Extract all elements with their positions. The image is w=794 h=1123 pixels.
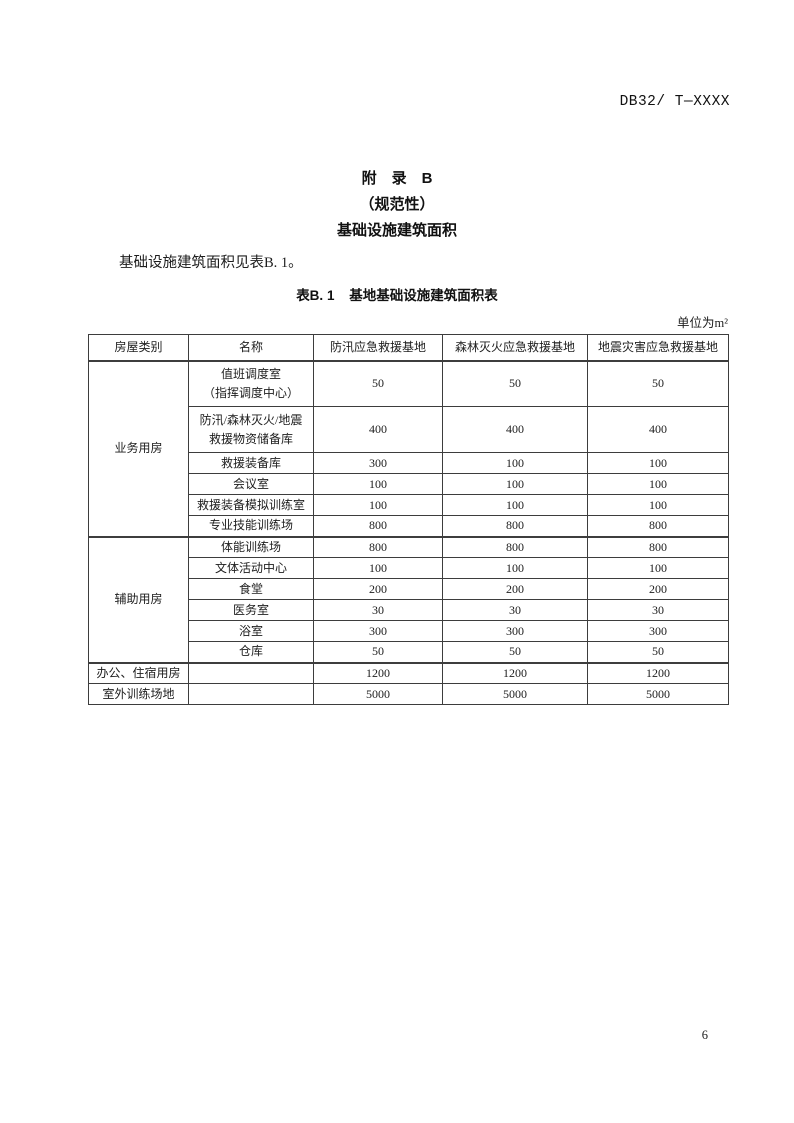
column-header: 名称 xyxy=(188,334,314,361)
name-cell: 救援装备库 xyxy=(188,452,314,474)
category-cell: 辅助用房 xyxy=(88,535,189,663)
category-cell: 办公、住宿用房 xyxy=(88,661,189,684)
name-cell: 浴室 xyxy=(188,620,314,642)
name-cell: 防汛/森林灭火/地震 救援物资储备库 xyxy=(188,406,314,453)
value-cell: 800 xyxy=(442,535,588,558)
name-cell: 仓库 xyxy=(188,641,314,663)
name-cell xyxy=(188,661,314,684)
value-cell: 50 xyxy=(587,359,729,407)
value-cell: 50 xyxy=(313,641,443,663)
table-row: 辅助用房 体能训练场 800 800 800 xyxy=(88,535,729,663)
table-row: 室外训练场地 5000 5000 5000 xyxy=(88,683,729,705)
table-row: 浴室 300 300 300 xyxy=(89,620,729,642)
value-cell: 100 xyxy=(442,557,588,579)
value-cell: 200 xyxy=(442,578,588,600)
appendix-heading: 附 录 B xyxy=(361,170,433,187)
unit-label: 单位为m² xyxy=(677,316,728,330)
value-cell: 100 xyxy=(587,473,729,495)
name-cell: 专业技能训练场 xyxy=(188,515,314,537)
value-cell: 100 xyxy=(442,452,588,474)
value-cell: 100 xyxy=(587,557,729,579)
table-caption-title: 基地基础设施建筑面积表 xyxy=(349,288,498,303)
value-cell: 100 xyxy=(442,473,588,495)
table-row: 文体活动中心 100 100 100 xyxy=(89,557,729,579)
value-cell: 800 xyxy=(442,515,588,537)
value-cell: 5000 xyxy=(587,683,729,705)
name-cell: 体能训练场 xyxy=(188,535,314,558)
name-cell: 文体活动中心 xyxy=(188,557,314,579)
standard-code-header: DB32/ T—XXXX xyxy=(619,94,730,110)
value-cell: 100 xyxy=(313,494,443,516)
name-cell: 会议室 xyxy=(188,473,314,495)
value-cell: 300 xyxy=(442,620,588,642)
value-cell: 50 xyxy=(313,359,443,407)
value-cell: 800 xyxy=(587,535,729,558)
name-cell: 医务室 xyxy=(188,599,314,621)
table-head-row: 房屋类别 名称 防汛应急救援基地 森林灭火应急救援基地 地震灾害应急救援基地 xyxy=(88,334,729,361)
value-cell: 200 xyxy=(313,578,443,600)
value-cell: 50 xyxy=(442,641,588,663)
building-area-table: 房屋类别 名称 防汛应急救援基地 森林灭火应急救援基地 地震灾害应急救援基地 业务用房值… xyxy=(88,334,729,705)
value-cell: 1200 xyxy=(587,661,729,684)
value-cell: 800 xyxy=(313,515,443,537)
value-cell: 100 xyxy=(587,452,729,474)
value-cell: 300 xyxy=(313,620,443,642)
value-cell: 100 xyxy=(313,473,443,495)
table-row: 办公、住宿用房 1200 1200 1200 xyxy=(88,661,729,684)
value-cell: 30 xyxy=(587,599,729,621)
value-cell: 30 xyxy=(442,599,588,621)
name-cell: 值班调度室 （指挥调度中心） xyxy=(188,359,314,407)
value-cell: 50 xyxy=(442,359,588,407)
category-cell: 室外训练场地 xyxy=(88,683,189,705)
table-caption: 表B. 1 基地基础设施建筑面积表 xyxy=(0,284,794,304)
value-cell: 300 xyxy=(313,452,443,474)
value-cell: 200 xyxy=(587,578,729,600)
appendix-title-block: 附 录 B （规范性） 基础设施建筑面积 xyxy=(0,166,794,244)
value-cell: 400 xyxy=(442,406,588,453)
intro-paragraph: 基础设施建筑面积见表B. 1。 xyxy=(119,255,303,271)
table-row: 业务用房 值班调度室 （指挥调度中心） 50 50 50 xyxy=(88,359,729,537)
column-header: 地震灾害应急救援基地 xyxy=(587,334,729,361)
table-row: 仓库 50 50 50 xyxy=(89,641,729,663)
column-header: 房屋类别 xyxy=(88,334,189,361)
value-cell: 50 xyxy=(587,641,729,663)
category-cell: 业务用房 xyxy=(88,359,189,537)
table-row: 救援装备模拟训练室 100 100 100 xyxy=(89,494,729,516)
value-cell: 100 xyxy=(313,557,443,579)
value-cell: 30 xyxy=(313,599,443,621)
name-cell: 救援装备模拟训练室 xyxy=(188,494,314,516)
value-cell: 5000 xyxy=(313,683,443,705)
value-cell: 400 xyxy=(313,406,443,453)
table-row: 救援装备库 300 100 100 xyxy=(89,452,729,474)
value-cell: 800 xyxy=(587,515,729,537)
column-header: 防汛应急救援基地 xyxy=(313,334,443,361)
page-number: 6 xyxy=(701,1028,708,1042)
table-row: 防汛/森林灭火/地震 救援物资储备库 400 400 400 xyxy=(89,406,729,453)
value-cell: 5000 xyxy=(442,683,588,705)
normative-label: （规范性） xyxy=(359,196,435,213)
value-cell: 100 xyxy=(442,494,588,516)
value-cell: 1200 xyxy=(442,661,588,684)
value-cell: 1200 xyxy=(313,661,443,684)
column-header: 森林灭火应急救援基地 xyxy=(442,334,588,361)
value-cell: 800 xyxy=(313,535,443,558)
table-row: 专业技能训练场 800 800 800 xyxy=(89,515,729,537)
name-cell xyxy=(188,683,314,705)
value-cell: 400 xyxy=(587,406,729,453)
table-body: 业务用房 值班调度室 （指挥调度中心） 50 50 50 防汛/森林灭火/地震 救援物资储备库… xyxy=(88,359,729,705)
table-row: 会议室 100 100 100 xyxy=(89,473,729,495)
value-cell: 300 xyxy=(587,620,729,642)
value-cell: 100 xyxy=(587,494,729,516)
name-cell: 食堂 xyxy=(188,578,314,600)
table-caption-label: 表B. 1 xyxy=(296,288,335,303)
appendix-subject: 基础设施建筑面积 xyxy=(336,222,457,239)
